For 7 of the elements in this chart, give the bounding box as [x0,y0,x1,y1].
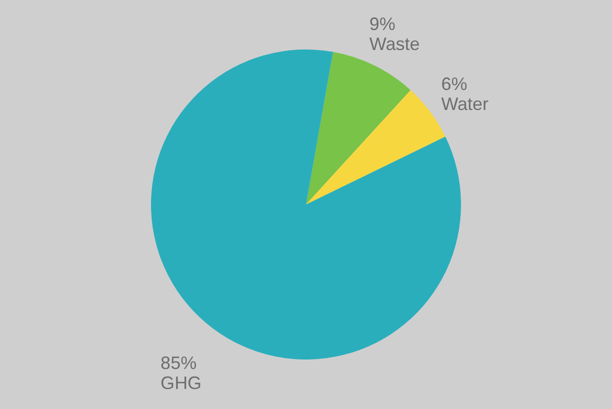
slice-label: Water [441,94,489,114]
data-label: 85% [160,353,197,374]
pie-slice [306,52,411,204]
slice-label: Waste [369,34,420,54]
slice-label: GHG [160,373,202,394]
data-label: 9% [369,14,396,34]
data-label: 6% [441,74,468,94]
